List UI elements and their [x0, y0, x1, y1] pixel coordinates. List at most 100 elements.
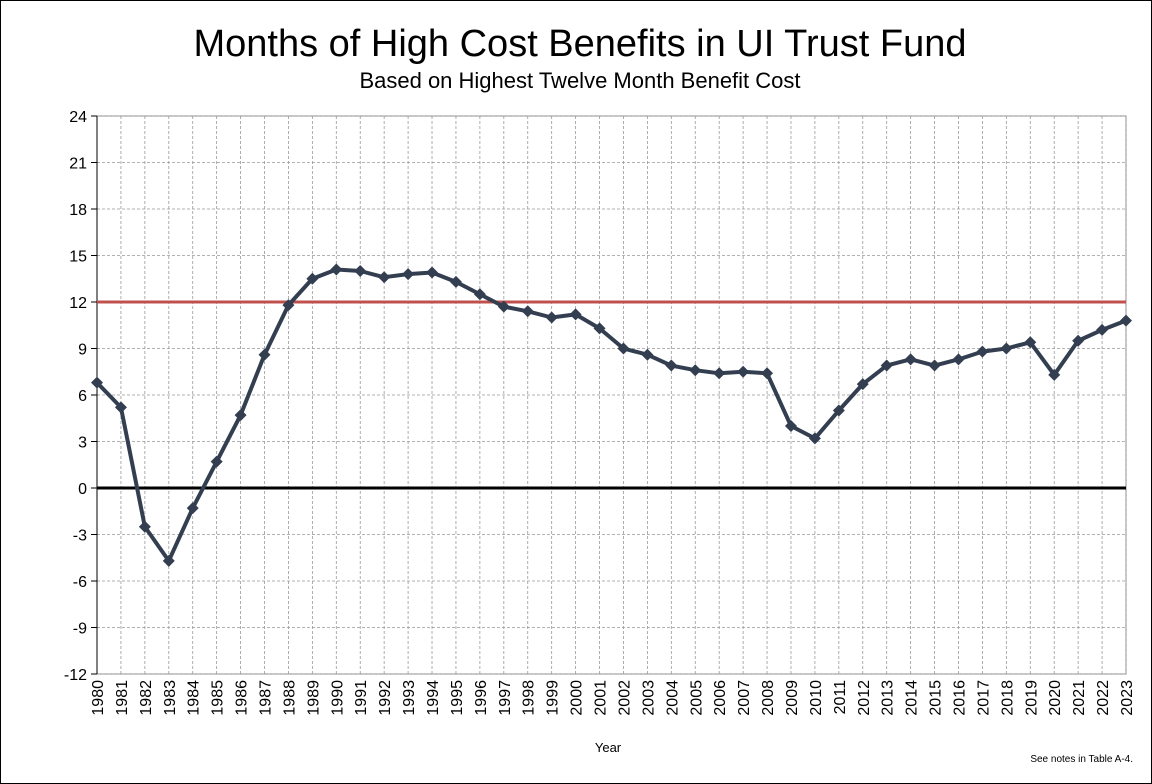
point-marker	[162, 554, 175, 567]
point-marker	[904, 353, 917, 366]
point-marker	[880, 359, 893, 372]
point-marker	[91, 376, 103, 389]
plot-area	[96, 115, 1127, 675]
point-marker	[1000, 342, 1013, 355]
x-tick-label: 2001	[593, 680, 610, 716]
x-tick-label: 1988	[281, 680, 298, 716]
x-tick-label: 2011	[832, 680, 849, 715]
x-tick-label: 1992	[377, 680, 394, 716]
point-marker	[258, 348, 271, 361]
point-marker	[354, 265, 367, 277]
x-tick-label: 1991	[353, 680, 370, 716]
x-tick-label: 2006	[712, 680, 729, 716]
point-marker	[617, 342, 630, 355]
point-marker	[521, 305, 534, 318]
y-tick-label: 21	[69, 156, 87, 173]
point-marker	[689, 364, 702, 377]
x-tick-label: 2013	[880, 680, 897, 716]
y-tick-label: 0	[78, 481, 87, 498]
point-marker	[138, 520, 151, 533]
x-tick-label: 2009	[784, 680, 801, 716]
point-marker	[784, 420, 797, 432]
y-tick-label: -12	[64, 667, 87, 684]
x-tick-label: 1983	[162, 680, 179, 716]
y-tick-label: -3	[73, 528, 87, 545]
point-marker	[378, 271, 391, 284]
y-tick-label: 24	[69, 109, 87, 126]
x-tick-label: 2005	[688, 680, 705, 716]
y-tick-label: 3	[78, 435, 87, 452]
x-tick-label: 1980	[90, 680, 107, 716]
x-tick-label: 2020	[1047, 680, 1064, 716]
point-marker	[449, 275, 462, 288]
point-marker	[737, 365, 750, 378]
x-tick-label: 1999	[545, 680, 562, 716]
chart-subtitle: Based on Highest Twelve Month Benefit Co…	[359, 68, 800, 93]
point-marker	[306, 272, 319, 285]
x-tick-label: 1986	[234, 680, 251, 716]
point-marker	[545, 311, 558, 324]
x-axis-label: Year	[595, 740, 622, 755]
y-tick-label: -9	[73, 621, 87, 638]
point-marker	[234, 409, 247, 422]
point-marker	[569, 308, 582, 321]
point-marker	[593, 322, 606, 335]
x-tick-label: 2015	[928, 680, 945, 716]
x-tick-label: 1997	[497, 680, 514, 716]
x-tick-label: 1998	[521, 680, 538, 716]
y-tick-label: 9	[78, 342, 87, 359]
x-tick-label: 2002	[616, 680, 633, 716]
point-marker	[114, 401, 127, 414]
x-tick-label: 2004	[664, 680, 681, 716]
point-marker	[426, 266, 439, 279]
point-marker	[761, 367, 774, 380]
x-tick-label: 2014	[904, 680, 921, 716]
x-tick-label: 1989	[305, 680, 322, 716]
x-tick-label: 2021	[1071, 680, 1088, 716]
point-marker	[641, 348, 654, 361]
x-tick-label: 1995	[449, 680, 466, 716]
point-marker	[1048, 368, 1061, 381]
point-marker	[856, 378, 869, 391]
y-tick-label: -6	[73, 574, 87, 591]
x-tick-label: 1987	[258, 680, 275, 716]
point-marker	[1024, 336, 1037, 349]
x-tick-label: 2010	[808, 680, 825, 716]
point-marker	[1072, 334, 1085, 347]
y-tick-label: 12	[69, 295, 87, 312]
point-marker	[665, 359, 678, 372]
x-tick-label: 1996	[473, 680, 490, 716]
x-tick-label: 1990	[329, 680, 346, 716]
point-marker	[473, 288, 486, 301]
point-marker	[832, 404, 845, 417]
point-marker	[402, 268, 415, 281]
y-tick-label: 15	[69, 249, 87, 266]
x-tick-label: 1982	[138, 680, 155, 716]
point-marker	[928, 359, 941, 372]
y-tick-label: 18	[69, 202, 87, 219]
point-marker	[330, 263, 343, 276]
x-tick-label: 1985	[210, 680, 227, 716]
x-tick-label: 2017	[975, 680, 992, 716]
point-marker	[952, 353, 965, 366]
point-marker	[282, 299, 295, 312]
x-tick-label: 2016	[951, 680, 968, 716]
x-tick-label: 2003	[640, 680, 657, 716]
point-marker	[210, 455, 223, 468]
x-tick-label: 2008	[760, 680, 777, 716]
point-marker	[186, 502, 199, 515]
point-marker	[497, 300, 510, 313]
x-tick-label: 2012	[856, 680, 873, 716]
point-marker	[808, 432, 821, 445]
x-tick-label: 2007	[736, 680, 753, 716]
point-marker	[1120, 314, 1132, 327]
point-marker	[1096, 323, 1109, 336]
x-tick-label: 2019	[1023, 680, 1040, 716]
y-tick-label: 6	[78, 388, 87, 405]
x-tick-label: 1993	[401, 680, 418, 716]
point-marker	[713, 367, 726, 380]
x-tick-label: 2000	[569, 680, 586, 716]
x-tick-label: 1981	[114, 680, 131, 716]
x-tick-label: 1994	[425, 680, 442, 716]
